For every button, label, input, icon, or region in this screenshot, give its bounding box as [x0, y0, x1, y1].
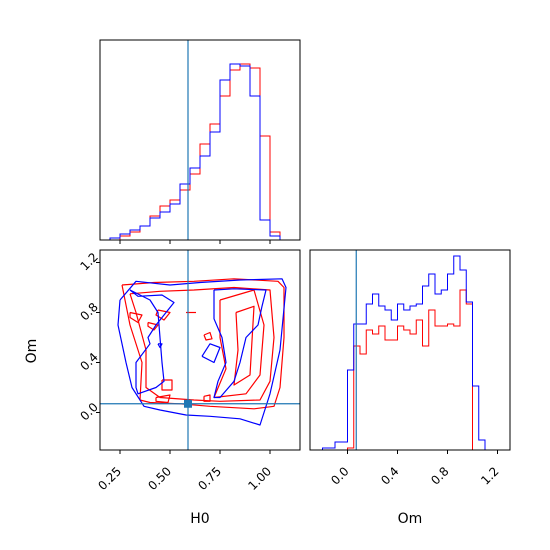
- contour-x-tick-label-2: 0.75: [195, 464, 224, 493]
- om-histogram-frame: [309, 249, 511, 451]
- contour-red-4: [129, 311, 143, 324]
- contour-frame: [99, 249, 301, 451]
- contour-panel: 0.25 0.50 0.75 1.00 0.0 0.4 0.8 1.2: [77, 249, 301, 493]
- om-histogram-blue: [310, 255, 510, 450]
- contour-blue-0: [117, 278, 287, 426]
- om-hist-tick-label-2: 0.8: [428, 464, 451, 487]
- h0-histogram-blue: [100, 63, 290, 240]
- contour-x-tick-label-0: 0.25: [95, 464, 124, 493]
- contour-red-2: [213, 289, 265, 399]
- contour-red-0: [121, 278, 285, 410]
- contour-red-7: [155, 394, 171, 404]
- contour-y-tick-label-1: 0.4: [77, 350, 100, 373]
- om-hist-tick-label-0: 0.0: [328, 464, 351, 487]
- om-hist-tick-label-1: 0.4: [378, 464, 401, 487]
- contour-truth-marker: [184, 399, 192, 408]
- om-hist-tick-label-3: 1.2: [478, 464, 501, 487]
- h0-histogram-frame: [99, 39, 301, 241]
- contour-y-tick-label-2: 0.8: [77, 300, 100, 323]
- contour-red-1: [129, 286, 275, 402]
- contour-y-tick-label-0: 0.0: [77, 400, 100, 423]
- h0-histogram-red: [100, 63, 290, 240]
- contour-blue-4: [157, 343, 163, 349]
- contour-blue-3: [201, 343, 221, 364]
- contour-x-axis-label: H0: [190, 511, 209, 527]
- om-x-axis-label: Om: [398, 511, 423, 527]
- contour-blue-2: [213, 288, 267, 399]
- contour-red-3: [233, 305, 255, 386]
- h0-histogram-panel: [99, 39, 301, 244]
- contour-x-tick-label-3: 1.00: [245, 464, 274, 493]
- contour-red-10: [203, 331, 213, 341]
- contour-red-6: [147, 321, 159, 331]
- contour-x-tick-label-1: 0.50: [145, 464, 174, 493]
- om-histogram-red: [310, 289, 510, 450]
- contour-y-axis-label: Om: [24, 339, 40, 364]
- contour-y-tick-label-3: 1.2: [77, 250, 100, 273]
- contour-red-8: [161, 379, 173, 391]
- contour-red-9: [203, 394, 211, 402]
- om-histogram-panel: 0.0 0.4 0.8 1.2: [309, 249, 511, 488]
- contour-blue-1: [129, 289, 175, 395]
